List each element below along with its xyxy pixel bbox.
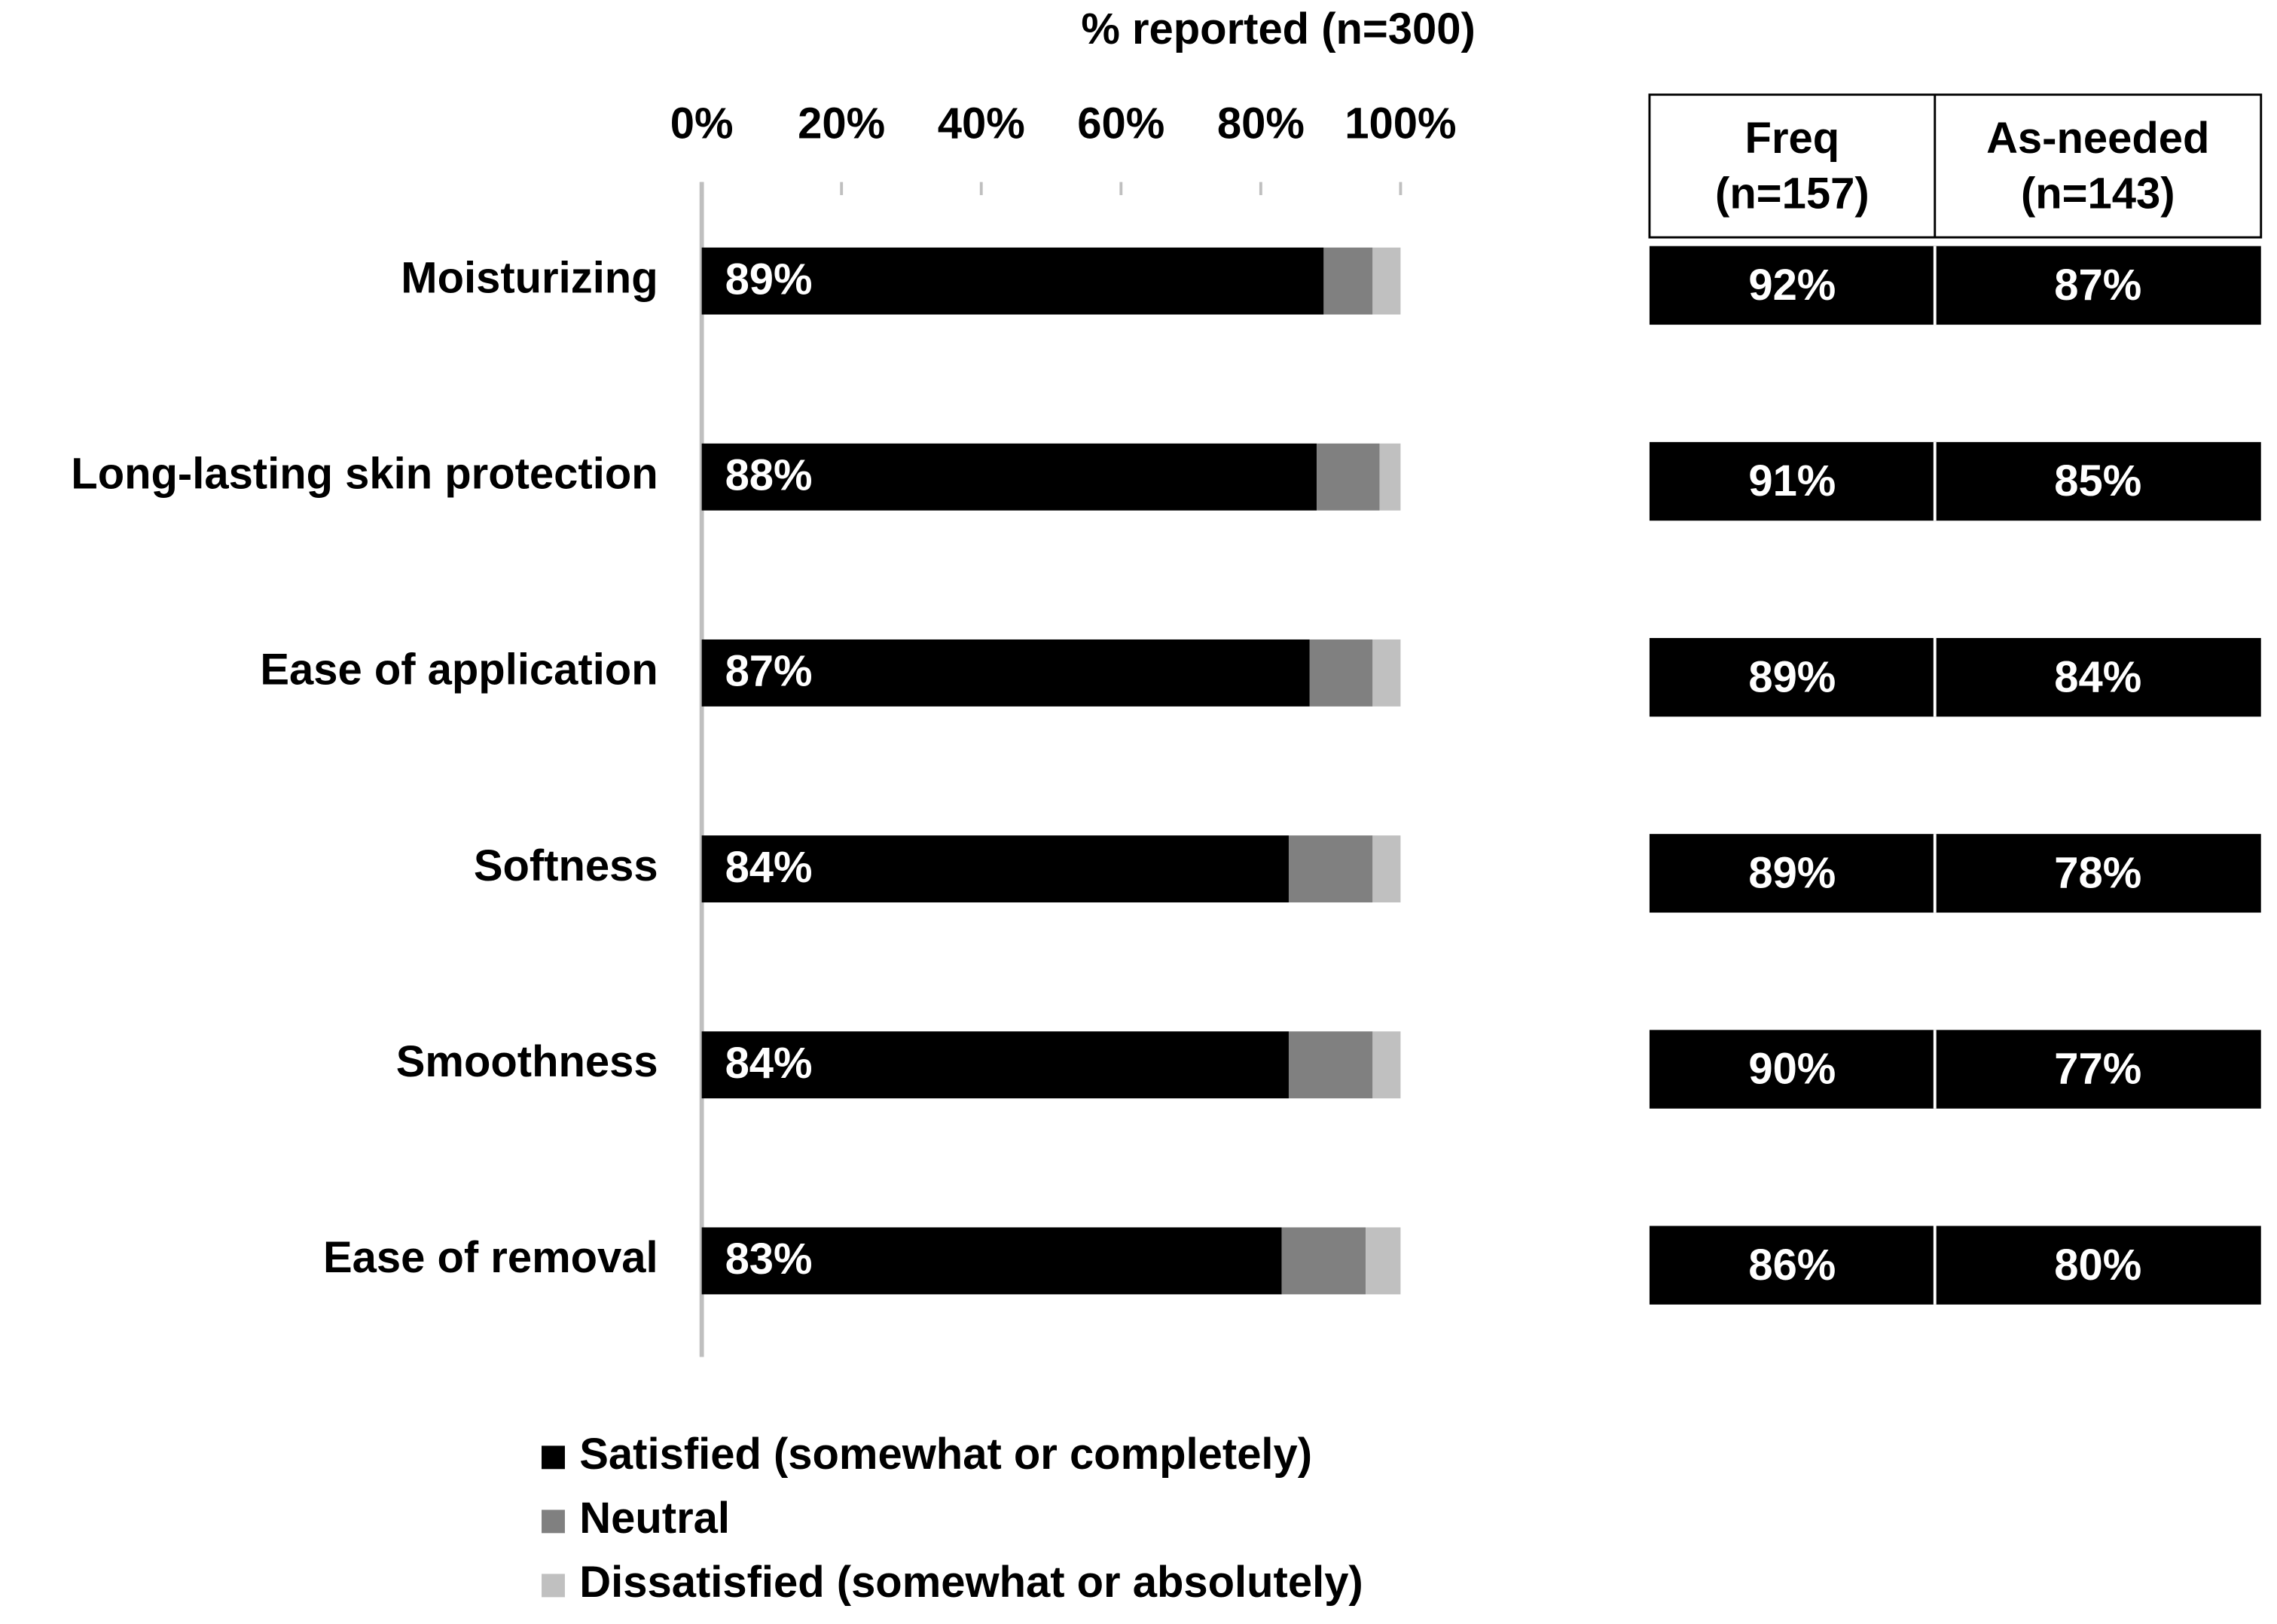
- table-row: [1649, 246, 2261, 325]
- category-label: Long-lasting skin protection: [71, 450, 658, 499]
- bar-segment: [701, 1227, 1282, 1295]
- x-tick-label: 80%: [1217, 100, 1305, 148]
- value-label: 88%: [725, 451, 813, 499]
- table-cell: 89%: [1748, 850, 1836, 898]
- legend-label: Dissatisfied (somewhat or absolutely): [579, 1558, 1363, 1607]
- bar-segment: [1281, 1227, 1366, 1295]
- x-tick-label: 40%: [938, 100, 1025, 148]
- table-cell: 87%: [2054, 261, 2141, 310]
- table-cell: 80%: [2054, 1241, 2141, 1290]
- table-cell: 86%: [1748, 1241, 1836, 1290]
- table-cell: 78%: [2054, 850, 2141, 898]
- table-cell: 90%: [1748, 1046, 1836, 1094]
- legend-swatch: [542, 1574, 565, 1598]
- table-cell: 89%: [1748, 653, 1836, 701]
- bar-segment: [701, 443, 1317, 511]
- bar-segment: [701, 835, 1289, 903]
- value-label: 83%: [725, 1235, 813, 1284]
- table-row: [1649, 834, 2261, 913]
- table-cell: 84%: [2054, 653, 2141, 701]
- bar-segment: [1372, 835, 1401, 903]
- bar-segment: [701, 247, 1324, 315]
- bar-segment: [1366, 1227, 1401, 1295]
- table-cell: 91%: [1748, 457, 1836, 505]
- table-header-text: (n=157): [1715, 169, 1870, 218]
- value-label: 89%: [725, 255, 813, 304]
- category-label: Moisturizing: [401, 254, 658, 302]
- value-label: 84%: [725, 844, 813, 892]
- bar-segment: [1379, 443, 1401, 511]
- table-header-text: Freq: [1745, 114, 1840, 163]
- table-row: [1649, 638, 2261, 717]
- value-label: 84%: [725, 1039, 813, 1088]
- category-label: Ease of application: [260, 646, 658, 694]
- bar-segment: [701, 639, 1310, 707]
- legend-label: Neutral: [579, 1494, 730, 1543]
- legend-swatch: [542, 1510, 565, 1534]
- table-header-text: (n=143): [2021, 169, 2175, 218]
- axis-title: % reported (n=300): [1081, 5, 1475, 53]
- bar-segment: [1288, 1031, 1373, 1099]
- bar-segment: [1309, 639, 1373, 707]
- bar-segment: [1372, 639, 1401, 707]
- category-label: Ease of removal: [323, 1234, 658, 1282]
- table-row: [1649, 1226, 2261, 1305]
- bar-segment: [1288, 835, 1373, 903]
- table-cell: 92%: [1748, 261, 1836, 310]
- bar-segment: [1372, 1031, 1401, 1099]
- table-cell: 85%: [2054, 457, 2141, 505]
- bar-segment: [1323, 247, 1373, 315]
- x-tick-label: 100%: [1345, 100, 1456, 148]
- table-header: [1648, 93, 2263, 239]
- table-row: [1649, 1030, 2261, 1109]
- x-tick-label: 60%: [1077, 100, 1164, 148]
- value-label: 87%: [725, 648, 813, 696]
- bar-segment: [701, 1031, 1289, 1099]
- legend-label: Satisfied (somewhat or completely): [579, 1430, 1312, 1479]
- category-label: Softness: [474, 842, 658, 890]
- legend-swatch: [542, 1445, 565, 1470]
- bar-segment: [1317, 443, 1380, 511]
- bar-segment: [1372, 247, 1401, 315]
- x-tick-label: 0%: [670, 100, 734, 148]
- category-label: Smoothness: [396, 1038, 658, 1086]
- table-cell: 77%: [2054, 1046, 2141, 1094]
- table-header-text: As-needed: [1986, 114, 2209, 163]
- table-row: [1649, 441, 2261, 521]
- x-tick-label: 20%: [798, 100, 885, 148]
